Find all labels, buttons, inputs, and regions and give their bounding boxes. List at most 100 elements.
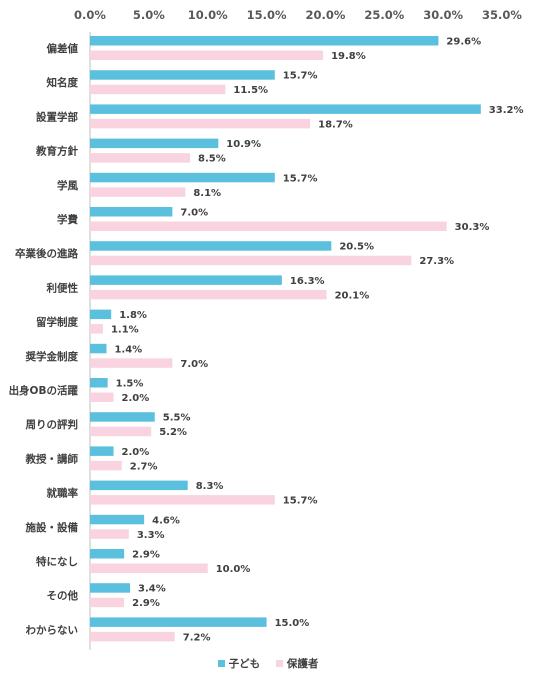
- bar-child: [90, 617, 267, 627]
- data-label: 16.3%: [290, 276, 325, 287]
- bar-child: [90, 343, 107, 354]
- data-label: 8.5%: [198, 154, 226, 165]
- category-label: 教授・講師: [25, 452, 79, 465]
- bar-child: [90, 583, 131, 593]
- bar-parent: [90, 289, 327, 300]
- category-label: 施設・設備: [26, 521, 79, 534]
- bar-child: [90, 412, 155, 422]
- legend-item-child: 子ども: [217, 656, 261, 671]
- bar-parent: [90, 563, 208, 573]
- bar-parent: [90, 255, 412, 266]
- legend-swatch-child: [217, 660, 225, 667]
- data-label: 1.5%: [116, 379, 144, 390]
- bar-parent: [90, 358, 173, 368]
- bar-child: [90, 480, 188, 491]
- data-label: 2.7%: [130, 461, 158, 472]
- bar-parent: [90, 50, 324, 60]
- data-label: 2.9%: [132, 598, 160, 609]
- category-label: 特になし: [36, 555, 78, 568]
- x-tick-label: 15.0%: [247, 8, 287, 22]
- bar-parent: [90, 221, 447, 231]
- bar-parent: [90, 529, 129, 539]
- bar-parent: [90, 118, 311, 129]
- category-label: 利便性: [47, 281, 79, 294]
- bar-child: [90, 104, 481, 114]
- category-label: 出身OBの活躍: [9, 384, 79, 397]
- category-label: 就職率: [47, 487, 79, 500]
- data-label: 2.0%: [122, 393, 150, 404]
- data-label: 11.5%: [233, 85, 268, 96]
- data-label: 3.4%: [138, 584, 166, 595]
- bar-child: [90, 172, 275, 183]
- category-label: 奨学金制度: [25, 350, 79, 363]
- x-tick-label: 35.0%: [482, 8, 522, 22]
- category-label: 周りの評判: [26, 418, 79, 431]
- legend: 子ども 保護者: [0, 656, 536, 671]
- bar-child: [90, 446, 114, 456]
- bar-child: [90, 514, 145, 525]
- data-label: 18.7%: [318, 119, 353, 130]
- bar-child: [90, 241, 332, 251]
- bar-parent: [90, 84, 226, 95]
- data-label: 33.2%: [489, 105, 524, 116]
- data-label: 19.8%: [331, 51, 366, 62]
- data-label: 15.0%: [275, 618, 310, 629]
- x-tick-label: 25.0%: [364, 8, 404, 22]
- bar-parent: [90, 324, 103, 334]
- data-label: 15.7%: [283, 71, 318, 82]
- data-label: 5.5%: [163, 413, 191, 424]
- bar-parent: [90, 426, 152, 437]
- data-label: 1.1%: [111, 325, 139, 336]
- x-tick-label: 0.0%: [74, 8, 106, 22]
- bar-child: [90, 549, 125, 559]
- data-label: 8.3%: [196, 481, 224, 492]
- data-label: 27.3%: [419, 256, 454, 267]
- x-tick-label: 10.0%: [188, 8, 228, 22]
- data-label: 7.0%: [180, 208, 208, 219]
- data-label: 4.6%: [152, 515, 180, 526]
- bar-parent: [90, 460, 122, 471]
- data-label: 7.0%: [180, 359, 208, 370]
- data-label: 2.0%: [122, 447, 150, 458]
- category-label: 知名度: [47, 76, 79, 89]
- data-label: 15.7%: [283, 496, 318, 507]
- data-label: 5.2%: [159, 427, 187, 438]
- data-label: 1.8%: [119, 310, 147, 321]
- bar-child: [90, 70, 275, 80]
- bar-child: [90, 138, 219, 149]
- category-label: 学費: [57, 213, 78, 226]
- legend-swatch-parent: [275, 660, 283, 667]
- data-label: 7.2%: [183, 632, 211, 643]
- data-label: 15.7%: [283, 173, 318, 184]
- bar-child: [90, 378, 108, 388]
- category-label: 学風: [57, 179, 78, 192]
- bar-parent: [90, 187, 186, 197]
- bar-parent: [90, 495, 275, 505]
- data-label: 29.6%: [446, 37, 481, 48]
- category-label: 卒業後の進路: [15, 247, 78, 260]
- category-label: 留学制度: [36, 316, 78, 329]
- data-label: 20.5%: [339, 242, 374, 253]
- data-label: 20.1%: [335, 290, 370, 301]
- x-tick-label: 20.0%: [305, 8, 345, 22]
- data-label: 10.0%: [216, 564, 251, 575]
- category-label: 偏差値: [47, 42, 79, 55]
- bar-parent: [90, 153, 191, 163]
- legend-label-child: 子ども: [228, 658, 261, 670]
- data-label: 8.1%: [193, 188, 221, 199]
- x-tick-label: 5.0%: [133, 8, 165, 22]
- category-label: 教育方針: [35, 145, 78, 158]
- bar-child: [90, 36, 439, 46]
- legend-item-parent: 保護者: [275, 656, 318, 671]
- category-label: 設置学部: [36, 110, 78, 123]
- data-label: 1.4%: [114, 344, 142, 355]
- bar-child: [90, 275, 282, 285]
- data-label: 3.3%: [137, 530, 165, 541]
- bar-child: [90, 207, 173, 217]
- category-label: その他: [47, 589, 79, 602]
- category-label: わからない: [26, 624, 79, 636]
- data-label: 2.9%: [132, 550, 160, 561]
- bar-child: [90, 309, 112, 320]
- bar-parent: [90, 597, 125, 608]
